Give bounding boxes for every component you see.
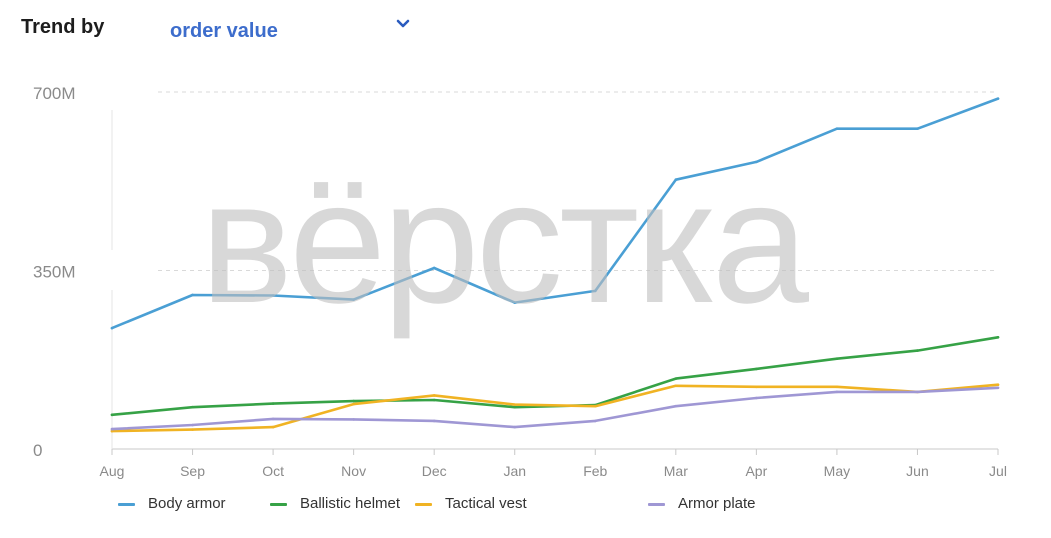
x-tick-label: Dec <box>422 463 447 479</box>
trend-by-label: Trend by <box>21 16 105 38</box>
data-point-ballistic-helmet <box>996 336 1000 339</box>
legend-label: Tactical vest <box>445 495 527 512</box>
legend-swatch <box>648 503 665 506</box>
chevron-down-icon[interactable] <box>396 18 410 30</box>
data-point-armor-plate <box>835 390 839 394</box>
data-point-tactical-vest <box>513 403 517 406</box>
data-point-tactical-vest <box>996 383 1000 387</box>
data-point-ballistic-helmet <box>271 402 275 405</box>
x-tick-label: Feb <box>583 463 607 479</box>
legend-swatch <box>270 503 287 506</box>
data-point-ballistic-helmet <box>674 377 678 380</box>
x-tick-label: Aug <box>100 463 125 479</box>
data-point-body-armor <box>674 178 678 182</box>
metric-selector[interactable]: order value <box>170 14 420 48</box>
data-point-armor-plate <box>191 423 194 427</box>
data-point-body-armor <box>916 127 919 131</box>
data-point-body-armor <box>432 266 436 270</box>
series-line-body-armor <box>110 97 1000 330</box>
data-point-armor-plate <box>352 418 355 421</box>
data-point-body-armor <box>110 326 114 330</box>
data-point-ballistic-helmet <box>513 405 517 409</box>
y-tick-label: 350M <box>33 263 76 282</box>
data-point-ballistic-helmet <box>835 357 839 361</box>
series-line-armor-plate <box>110 386 1000 431</box>
data-point-armor-plate <box>996 386 1000 390</box>
data-point-ballistic-helmet <box>432 398 436 402</box>
y-tick-label: 0 <box>33 441 42 460</box>
data-point-armor-plate <box>432 419 436 423</box>
data-point-body-armor <box>996 97 1000 100</box>
legend-swatch <box>415 503 432 506</box>
data-point-body-armor <box>271 294 275 297</box>
data-point-armor-plate <box>110 427 114 431</box>
series-line-ballistic-helmet <box>110 335 1000 417</box>
data-point-tactical-vest <box>835 385 839 389</box>
x-tick-label: Jan <box>503 463 526 479</box>
x-tick-label: Apr <box>745 463 767 479</box>
data-point-tactical-vest <box>352 402 355 406</box>
data-point-armor-plate <box>271 417 275 421</box>
series-line-tactical-vest <box>110 383 1000 433</box>
data-point-ballistic-helmet <box>352 399 355 403</box>
data-point-body-armor <box>191 293 194 297</box>
data-point-ballistic-helmet <box>191 405 194 409</box>
data-point-armor-plate <box>916 390 919 394</box>
data-point-tactical-vest <box>110 429 114 433</box>
data-point-tactical-vest <box>191 428 194 431</box>
x-tick-label: Mar <box>664 463 688 479</box>
data-point-ballistic-helmet <box>110 413 114 417</box>
data-point-body-armor <box>593 289 597 293</box>
data-point-armor-plate <box>755 396 758 400</box>
legend-label: Body armor <box>148 495 226 512</box>
data-point-tactical-vest <box>593 404 597 408</box>
data-point-body-armor <box>755 160 758 164</box>
x-tick-label: Jul <box>989 463 1007 479</box>
data-point-armor-plate <box>513 425 517 429</box>
data-point-armor-plate <box>593 419 597 423</box>
y-tick-label: 700M <box>33 84 76 103</box>
data-point-tactical-vest <box>271 425 275 429</box>
x-tick-label: Sep <box>180 463 205 479</box>
data-point-body-armor <box>352 298 355 301</box>
x-tick-label: Nov <box>341 463 366 479</box>
data-point-ballistic-helmet <box>755 367 758 371</box>
legend-label: Ballistic helmet <box>300 495 401 512</box>
data-point-armor-plate <box>674 404 678 408</box>
legend-swatch <box>118 503 135 506</box>
chart-header: Trend by order value <box>21 14 441 50</box>
data-point-tactical-vest <box>432 394 436 397</box>
chart-legend: Body armor Ballistic helmet Tactical vest A… <box>118 494 998 516</box>
data-point-ballistic-helmet <box>916 349 919 352</box>
data-point-tactical-vest <box>674 384 678 388</box>
data-point-body-armor <box>513 301 517 304</box>
data-point-body-armor <box>835 127 839 131</box>
x-tick-label: Jun <box>906 463 929 479</box>
data-point-tactical-vest <box>755 385 758 389</box>
metric-selector-value: order value <box>170 20 278 42</box>
x-tick-label: Oct <box>262 463 284 479</box>
x-tick-label: May <box>824 463 850 479</box>
legend-label: Armor plate <box>678 495 756 512</box>
